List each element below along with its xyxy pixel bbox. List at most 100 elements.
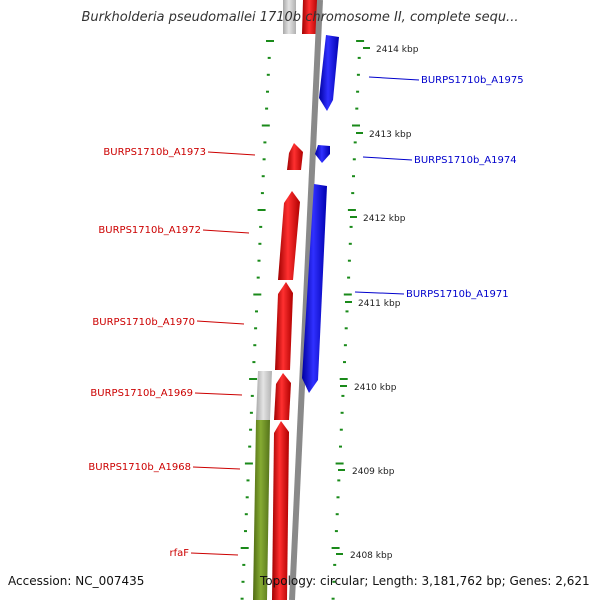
tick-label-2414: 2414 kbp [376,45,419,55]
tick-label-2412: 2412 kbp [363,214,406,224]
minor-tick-right [352,175,355,178]
feature-gray [256,371,272,420]
topology-text: Topology: circular; Length: 3,181,762 bp… [260,574,590,588]
cds-burps1710b-a1974 [315,145,330,163]
minor-tick-left [240,547,249,549]
feature-green [253,420,270,600]
minor-tick-left [267,56,271,59]
minor-tick-left [261,175,265,178]
minor-tick-right [348,242,352,245]
minor-tick-right [347,209,356,211]
minor-tick-right [339,428,343,431]
minor-tick-left [245,496,249,499]
minor-tick-right [352,124,360,127]
gene-label-burps1710b-a1973[interactable]: BURPS1710b_A1973 [103,147,206,158]
minor-tick-left [254,327,258,330]
minor-tick-right [343,293,352,296]
minor-tick-left [253,293,262,296]
minor-tick-right [355,107,359,110]
gene-label-burps1710b-a1975[interactable]: BURPS1710b_A1975 [421,75,524,86]
minor-tick-left [248,445,252,448]
minor-tick-right [343,344,347,347]
minor-tick-right [336,496,340,499]
minor-tick-left [260,192,264,195]
page-title: Burkholderia pseudomallei 1710b chromoso… [81,10,519,25]
cds-burps1710b-a1968 [272,421,289,600]
minor-tick-right [356,90,360,93]
minor-tick-right [345,310,349,313]
cds-burps1710b-a1971 [302,184,327,393]
minor-tick-left [244,530,247,533]
minor-tick-right [337,479,341,482]
minor-tick-right [344,327,348,330]
gene-label-burps1710b-a1972[interactable]: BURPS1710b_A1972 [98,225,201,236]
minor-tick-left [246,479,250,482]
minor-tick-right [352,158,356,161]
minor-tick-left [258,242,262,245]
minor-tick-right [357,56,361,59]
minor-tick-right [331,547,340,549]
minor-tick-left [266,90,269,93]
minor-tick-right [347,276,351,279]
cds-burps1710b-a1970 [275,282,293,370]
minor-tick-right [335,462,344,465]
cds-burps1710b-a1975 [319,35,339,111]
minor-tick-left [257,209,266,211]
minor-tick-left [253,344,257,347]
gene-label-burps1710b-a1974[interactable]: BURPS1710b_A1974 [414,155,517,166]
minor-tick-left [244,513,248,516]
kbp-ticks: 2414 kbp 2413 kbp 2412 kbp 2411 kbp 2410… [336,45,419,561]
minor-tick-left [255,310,258,313]
tick-label-2408: 2408 kbp [350,551,393,561]
minor-tick-left [249,378,258,380]
gene-label-burps1710b-a1968[interactable]: BURPS1710b_A1968 [88,462,191,473]
minor-tick-right [353,141,357,144]
accession-text: Accession: NC_007435 [8,574,145,588]
genome-backbone [289,0,323,600]
minor-tick-right [356,40,365,42]
gene-label-rfaf[interactable]: rfaF [169,548,189,559]
gene-label-burps1710b-a1971[interactable]: BURPS1710b_A1971 [406,289,509,300]
minor-tick-left [265,107,269,110]
minor-tick-left [241,580,245,583]
minor-tick-left [242,563,246,566]
tick-label-2411: 2411 kbp [358,299,401,309]
gene-label-burps1710b-a1969[interactable]: BURPS1710b_A1969 [90,388,193,399]
minor-ticks-right [331,40,365,600]
minor-tick-right [356,73,360,76]
minor-tick-left [250,394,254,397]
minor-tick-left [262,158,266,161]
minor-tick-right [339,378,348,380]
tick-label-2413: 2413 kbp [369,130,412,140]
minor-tick-right [349,225,353,228]
minor-tick-right [340,411,344,414]
minor-tick-right [333,563,337,566]
forward-gene-labels: BURPS1710b_A1973 BURPS1710b_A1972 BURPS1… [88,147,256,559]
minor-tick-left [249,411,253,414]
minor-tick-right [332,580,336,583]
reverse-gene-labels: BURPS1710b_A1975 BURPS1710b_A1974 BURPS1… [354,75,524,300]
minor-tick-right [335,513,339,516]
cds-burps1710b-a1969 [274,373,291,420]
tick-label-2409: 2409 kbp [352,467,395,477]
minor-tick-right [341,394,345,397]
minor-tick-left [259,225,263,228]
cds-burps1710b-a1972 [278,191,300,280]
tick-label-2410: 2410 kbp [354,383,397,393]
cds-burps1710b-a1973 [287,143,303,170]
minor-tick-left [266,40,274,42]
minor-tick-right [339,445,342,448]
gene-label-burps1710b-a1970[interactable]: BURPS1710b_A1970 [92,317,195,328]
minor-tick-left [266,73,270,76]
minor-tick-right [343,361,346,364]
minor-ticks-left [240,40,274,600]
minor-tick-right [347,259,351,262]
minor-tick-left [240,597,244,600]
minor-tick-left [252,361,256,364]
minor-tick-left [244,462,253,465]
minor-tick-left [257,259,261,262]
feature-red-top [302,0,318,34]
feature-gray-top [283,0,296,34]
minor-tick-left [249,428,253,431]
